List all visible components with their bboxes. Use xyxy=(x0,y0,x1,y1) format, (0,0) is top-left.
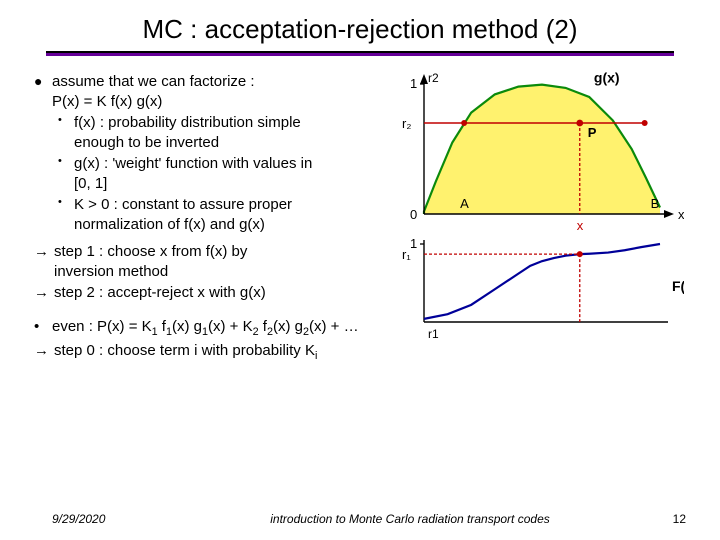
step1: step 1 : choose x from f(x) by inversion… xyxy=(54,242,247,281)
assume-lead: assume that we can factorize : xyxy=(52,73,255,90)
sub2a: g(x) : 'weight' function with values in xyxy=(74,155,312,172)
arrow-icon: → xyxy=(34,341,54,363)
title-underline-accent xyxy=(46,53,674,56)
svg-text:P: P xyxy=(588,125,597,140)
svg-text:1: 1 xyxy=(410,236,417,251)
sub-bullet-icon: • xyxy=(58,113,74,152)
svg-text:B: B xyxy=(651,196,660,211)
svg-text:x: x xyxy=(678,207,684,222)
sub2b: [0, 1] xyxy=(74,175,107,192)
step2: step 2 : accept-reject x with g(x) xyxy=(54,283,266,303)
svg-text:A: A xyxy=(460,196,469,211)
sub-bullet-icon: • xyxy=(58,154,74,193)
footer-caption: introduction to Monte Carlo radiation tr… xyxy=(180,512,640,526)
sub3: K > 0 : constant to assure proper normal… xyxy=(74,195,292,234)
slide-title: MC : acceptation-rejection method (2) xyxy=(0,0,720,51)
assume-block: ● assume that we can factorize : P(x) = … xyxy=(34,72,384,234)
steps-block: → step 1 : choose x from f(x) by inversi… xyxy=(34,242,384,303)
sub1a: f(x) : probability distribution simple xyxy=(74,114,301,131)
svg-text:g(x): g(x) xyxy=(594,72,620,86)
footer-date: 9/29/2020 xyxy=(0,512,180,526)
even-text: even : P(x) = K1 f1(x) g1(x) + K2 f2(x) … xyxy=(52,317,359,339)
even-block: • even : P(x) = K1 f1(x) g1(x) + K2 f2(x… xyxy=(34,317,384,363)
bullet-icon: ● xyxy=(34,72,52,111)
arrow-icon: → xyxy=(34,242,54,281)
chart: r21r₂0xABPxg(x)r₁1F(x)r1 xyxy=(384,72,684,362)
svg-text:x: x xyxy=(577,218,584,233)
svg-text:1: 1 xyxy=(410,76,417,91)
svg-text:r₂: r₂ xyxy=(402,116,411,131)
svg-text:0: 0 xyxy=(410,207,417,222)
arrow-icon: → xyxy=(34,283,54,303)
step0: step 0 : choose term i with probability … xyxy=(54,341,317,363)
assume-eq: P(x) = K f(x) g(x) xyxy=(52,93,162,110)
footer-page: 12 xyxy=(640,512,720,526)
svg-text:r1: r1 xyxy=(428,327,439,341)
sub2: g(x) : 'weight' function with values in … xyxy=(74,154,312,193)
step1b: inversion method xyxy=(54,263,168,280)
chart-column: r21r₂0xABPxg(x)r₁1F(x)r1 xyxy=(384,72,684,371)
sub3b: normalization of f(x) and g(x) xyxy=(74,216,265,233)
svg-text:F(x): F(x) xyxy=(672,278,684,294)
sub3a: K > 0 : constant to assure proper xyxy=(74,196,292,213)
sub1: f(x) : probability distribution simple e… xyxy=(74,113,301,152)
sub-bullet-icon: • xyxy=(58,195,74,234)
step1a: step 1 : choose x from f(x) by xyxy=(54,243,247,260)
footer: 9/29/2020 introduction to Monte Carlo ra… xyxy=(0,512,720,526)
assume-text: assume that we can factorize : P(x) = K … xyxy=(52,72,255,111)
text-column: ● assume that we can factorize : P(x) = … xyxy=(34,72,384,371)
svg-text:r2: r2 xyxy=(428,72,439,85)
content-area: ● assume that we can factorize : P(x) = … xyxy=(0,66,720,371)
bullet-icon: • xyxy=(34,317,52,339)
sub1b: enough to be inverted xyxy=(74,134,219,151)
